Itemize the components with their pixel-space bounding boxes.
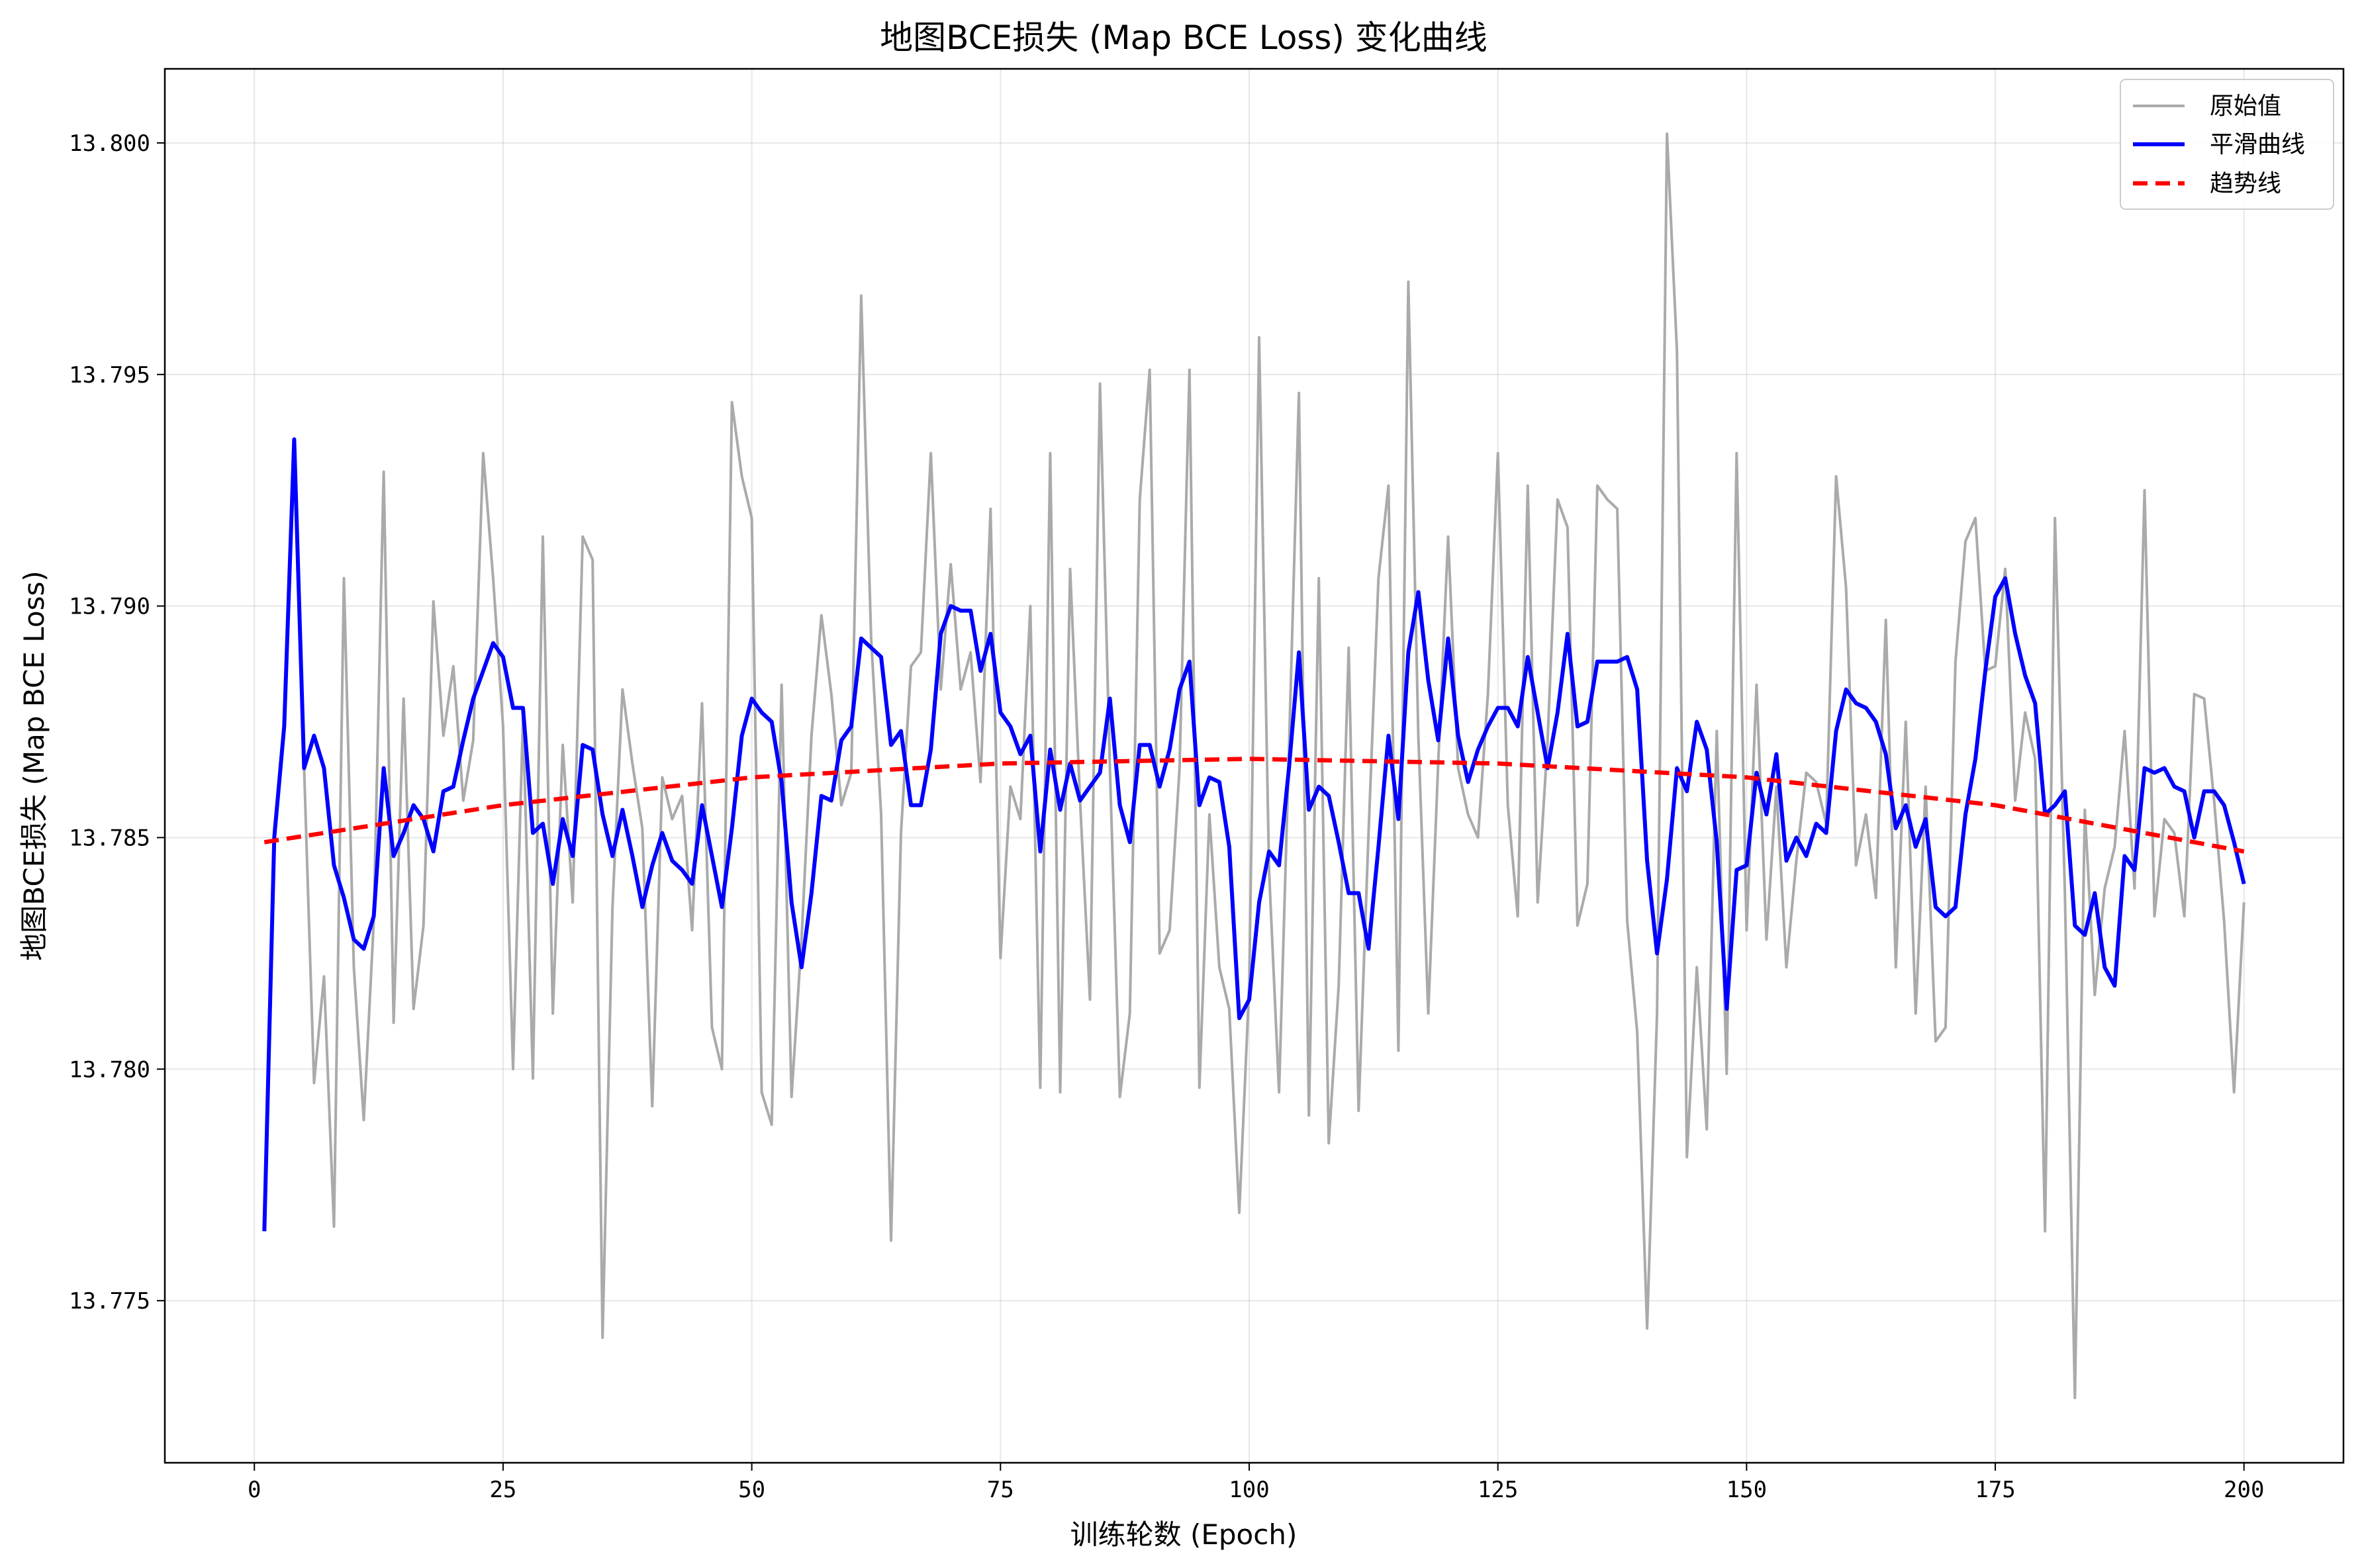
y-tick-label: 13.790 <box>69 594 150 620</box>
legend-label-trend: 趋势线 <box>2210 170 2281 197</box>
y-tick-label: 13.780 <box>69 1056 150 1083</box>
smoothed-line <box>262 437 2246 1232</box>
x-tick-label: 200 <box>2224 1477 2264 1503</box>
x-tick-label: 150 <box>1726 1477 1767 1503</box>
x-tick-label: 0 <box>248 1477 261 1503</box>
x-tick-label: 75 <box>987 1477 1014 1503</box>
legend-label-raw: 原始值 <box>2210 93 2281 120</box>
y-tick-label: 13.800 <box>69 130 150 157</box>
y-tick-label: 13.785 <box>69 825 150 851</box>
chart-title: 地图BCE损失 (Map BCE Loss) 变化曲线 <box>880 19 1488 57</box>
x-axis-label: 训练轮数 (Epoch) <box>1070 1518 1298 1551</box>
legend-box <box>2120 79 2334 210</box>
trend-line <box>263 757 2245 854</box>
legend: 原始值 平滑曲线 趋势线 <box>2120 79 2334 210</box>
raw-value-line <box>263 132 2245 1399</box>
x-tick-label: 25 <box>489 1477 516 1503</box>
y-tick-label: 13.775 <box>69 1288 150 1314</box>
y-axis-label: 地图BCE损失 (Map BCE Loss) <box>18 571 50 960</box>
x-tick-label: 125 <box>1478 1477 1518 1503</box>
x-tick-label: 100 <box>1229 1477 1269 1503</box>
y-tick-label: 13.795 <box>69 362 150 389</box>
legend-label-smooth: 平滑曲线 <box>2210 131 2305 158</box>
series-layer <box>262 132 2246 1399</box>
plot-frame <box>164 68 2345 1464</box>
x-tick-label: 50 <box>738 1477 765 1503</box>
x-tick-label: 175 <box>1975 1477 2015 1503</box>
axis-ticks: 0 25 50 75 100 125 150 175 200 13.775 13.780 13.785… <box>69 130 2264 1503</box>
